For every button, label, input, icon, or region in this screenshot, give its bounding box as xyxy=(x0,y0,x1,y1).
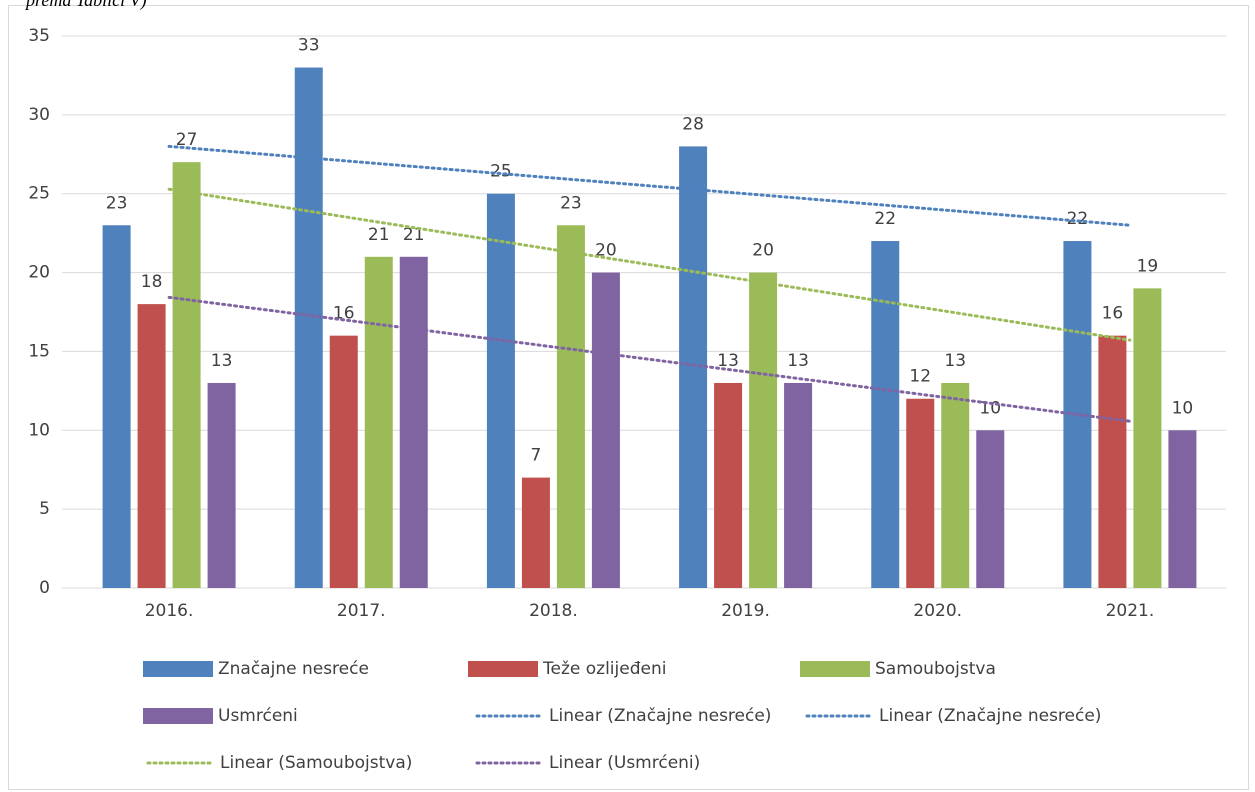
bar xyxy=(1168,430,1197,588)
bar xyxy=(556,225,585,588)
legend-swatch xyxy=(143,708,213,724)
bar xyxy=(329,335,358,588)
y-tick-label: 30 xyxy=(28,105,50,125)
bar xyxy=(102,225,131,588)
data-label: 16 xyxy=(1102,304,1124,324)
data-label: 13 xyxy=(787,351,809,371)
bar xyxy=(137,304,166,588)
bar xyxy=(172,162,201,588)
data-label: 23 xyxy=(106,193,128,213)
data-label: 23 xyxy=(560,193,582,213)
bar xyxy=(1133,288,1162,588)
y-tick-label: 0 xyxy=(39,578,50,598)
bar xyxy=(591,272,620,588)
legend-label: Linear (Značajne nesreće) xyxy=(879,706,1101,726)
bar xyxy=(941,382,970,588)
data-label: 20 xyxy=(595,241,617,261)
legend-label: Linear (Usmrćeni) xyxy=(549,753,700,773)
bar xyxy=(976,430,1005,588)
data-label: 33 xyxy=(298,36,320,56)
x-tick-label: 2021. xyxy=(1106,601,1155,621)
data-label: 7 xyxy=(531,446,542,466)
legend-label: Linear (Samoubojstva) xyxy=(220,753,412,773)
x-tick-label: 2019. xyxy=(721,601,770,621)
x-tick-label: 2016. xyxy=(145,601,194,621)
legend-label: Samoubojstva xyxy=(875,659,996,679)
bar xyxy=(294,67,323,589)
y-tick-label: 5 xyxy=(39,499,50,519)
bar xyxy=(364,256,393,588)
y-tick-label: 25 xyxy=(28,184,50,204)
legend-label: Značajne nesreće xyxy=(218,659,369,679)
data-label: 13 xyxy=(211,351,233,371)
bar xyxy=(714,382,743,588)
data-label: 22 xyxy=(1067,209,1089,229)
bar xyxy=(871,241,900,588)
bar xyxy=(207,382,236,588)
trendline xyxy=(167,295,1132,423)
legend-swatch xyxy=(143,661,213,677)
x-tick-label: 2020. xyxy=(913,601,962,621)
legend-swatch xyxy=(800,661,870,677)
data-label: 10 xyxy=(1172,398,1194,418)
x-tick-label: 2018. xyxy=(529,601,578,621)
data-label: 12 xyxy=(909,367,931,387)
bar xyxy=(906,398,935,588)
data-label: 21 xyxy=(368,225,390,245)
data-label: 13 xyxy=(944,351,966,371)
bar xyxy=(679,146,708,588)
data-label: 18 xyxy=(141,272,163,292)
legend-label: Usmrćeni xyxy=(218,706,298,726)
bar xyxy=(521,477,550,588)
data-label: 25 xyxy=(490,162,512,182)
bar xyxy=(1098,335,1127,588)
y-tick-label: 15 xyxy=(28,341,50,361)
bar xyxy=(784,382,813,588)
y-tick-label: 10 xyxy=(28,420,50,440)
data-label: 20 xyxy=(752,241,774,261)
bar xyxy=(399,256,428,588)
x-tick-label: 2017. xyxy=(337,601,386,621)
bar xyxy=(749,272,778,588)
legend-swatch xyxy=(468,661,538,677)
data-label: 19 xyxy=(1137,256,1159,276)
legend-label: Teže ozlijeđeni xyxy=(542,659,666,679)
y-tick-label: 20 xyxy=(28,263,50,283)
trendline xyxy=(167,187,1132,342)
data-label: 27 xyxy=(176,130,198,150)
data-label: 22 xyxy=(874,209,896,229)
data-label: 28 xyxy=(682,114,704,134)
trendline xyxy=(167,144,1132,227)
y-tick-label: 35 xyxy=(28,26,50,46)
legend-label: Linear (Značajne nesreće) xyxy=(549,706,771,726)
caption: prema Tablici V) xyxy=(24,0,147,11)
bar xyxy=(486,193,515,588)
data-label: 13 xyxy=(717,351,739,371)
data-label: 10 xyxy=(979,398,1001,418)
